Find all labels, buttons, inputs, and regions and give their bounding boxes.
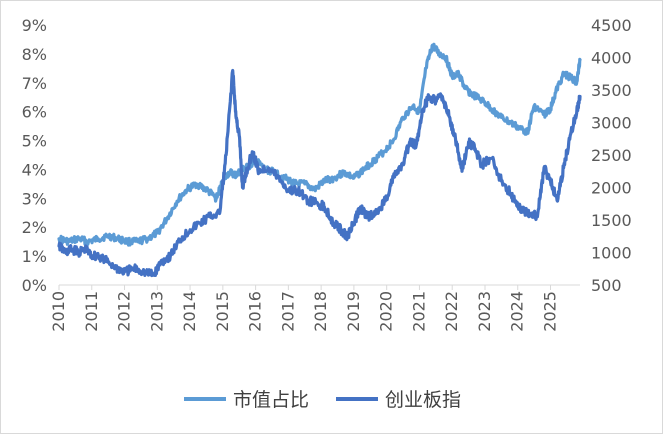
y-left-tick-label: 8% (22, 45, 47, 64)
y-left-axis: 0% 1% 2% 3% 4% 5% 6% 7% 8% 9% (22, 16, 47, 295)
y-left-tick-label: 5% (22, 132, 47, 151)
y-right-tick-label: 4500 (591, 16, 632, 35)
y-left-tick-label: 9% (22, 16, 47, 35)
y-left-tick-label: 4% (22, 160, 47, 179)
legend: 市值占比 创业板指 (184, 389, 461, 411)
y-left-tick-label: 0% (22, 276, 47, 295)
y-left-tick-label: 1% (22, 247, 47, 266)
x-tick-label: 2022 (442, 291, 461, 332)
x-tick-label: 2014 (180, 291, 199, 332)
x-tick-label: 2010 (49, 291, 68, 332)
y-right-tick-label: 2500 (591, 146, 632, 165)
x-tick-label: 2018 (311, 291, 330, 332)
legend-label-chinext-index: 创业板指 (385, 389, 461, 411)
y-right-tick-label: 500 (591, 276, 622, 295)
x-tick-label: 2019 (344, 291, 363, 332)
y-left-tick-label: 6% (22, 103, 47, 122)
x-tick-label: 2015 (213, 291, 232, 332)
y-left-tick-label: 3% (22, 189, 47, 208)
x-tick-label: 2021 (409, 291, 428, 332)
x-tick-label: 2013 (147, 291, 166, 332)
x-tick-label: 2017 (278, 291, 297, 332)
x-tick-label: 2023 (475, 291, 494, 332)
x-tick-label: 2024 (508, 291, 527, 332)
x-tick-label: 2016 (246, 291, 265, 332)
y-left-tick-label: 7% (22, 74, 47, 93)
series-line-chinext-index (57, 68, 582, 278)
plot-lines (57, 42, 582, 278)
y-right-axis: 500 1000 1500 2000 2500 3000 3500 4000 4500 (591, 16, 632, 295)
x-tick-label: 2011 (82, 291, 101, 332)
x-tick-label: 2025 (541, 291, 560, 332)
y-right-tick-label: 1000 (591, 244, 632, 263)
series-line-share (57, 42, 582, 247)
y-right-tick-label: 2000 (591, 179, 632, 198)
y-right-tick-label: 3000 (591, 114, 632, 133)
y-right-tick-label: 1500 (591, 211, 632, 230)
x-axis: 2010 2011 2012 2013 2014 2015 2016 2017 2018 2019… (49, 284, 580, 332)
x-tick-label: 2012 (115, 291, 134, 332)
y-left-tick-label: 2% (22, 218, 47, 237)
y-right-tick-label: 3500 (591, 81, 632, 100)
x-tick-label: 2020 (377, 291, 396, 332)
legend-label-share: 市值占比 (233, 389, 309, 411)
y-right-tick-label: 4000 (591, 49, 632, 68)
